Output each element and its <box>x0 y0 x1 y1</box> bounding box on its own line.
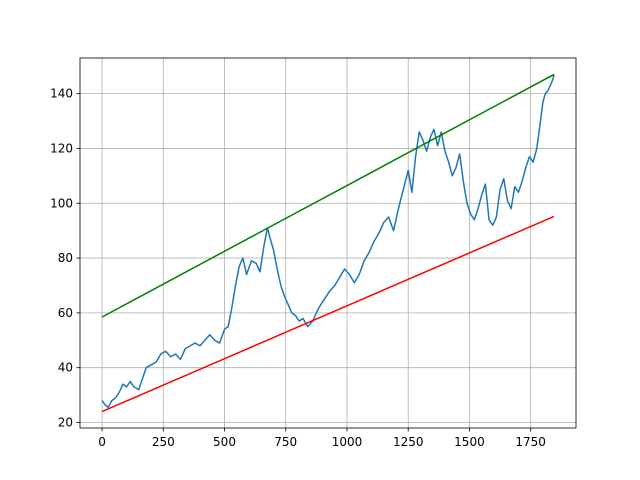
y-tick-label: 20 <box>58 416 73 430</box>
upper-trend-line <box>101 73 555 318</box>
axis-ticks: 0 250 500 750 1000 1250 1500 1750 20 40 60 80 100 120… <box>50 87 546 449</box>
x-tick-label: 1250 <box>393 435 424 449</box>
price-series-line <box>101 74 555 409</box>
x-tick-label: 1000 <box>332 435 363 449</box>
axes-frame <box>79 57 577 429</box>
y-tick-label: 120 <box>50 141 73 155</box>
x-tick-label: 500 <box>213 435 236 449</box>
x-tick-label: 0 <box>98 435 106 449</box>
lower-trend-line <box>101 215 555 413</box>
grid <box>80 58 576 428</box>
x-tick-label: 750 <box>274 435 297 449</box>
x-tick-label: 1500 <box>454 435 485 449</box>
y-tick-label: 140 <box>50 87 73 101</box>
x-tick-label: 1750 <box>515 435 546 449</box>
series-group <box>101 73 555 413</box>
y-tick-label: 60 <box>58 306 73 320</box>
y-tick-label: 40 <box>58 361 73 375</box>
x-tick-label: 250 <box>152 435 175 449</box>
y-tick-label: 100 <box>50 196 73 210</box>
y-tick-label: 80 <box>58 251 73 265</box>
